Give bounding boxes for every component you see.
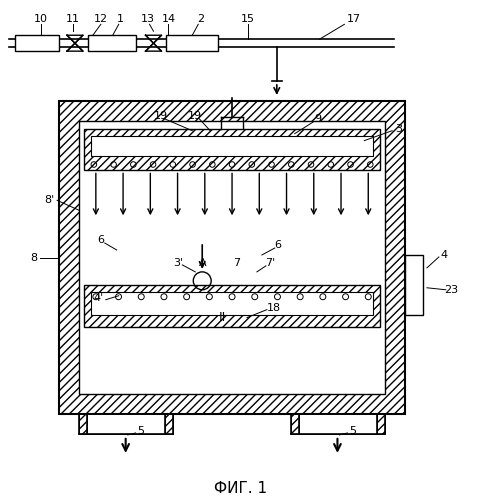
Text: 19: 19: [188, 111, 202, 121]
Text: 8: 8: [31, 253, 38, 263]
Bar: [299, 414, 377, 434]
Text: A: A: [199, 258, 206, 268]
Bar: [291, 414, 385, 434]
Text: 14: 14: [161, 14, 175, 24]
Bar: [79, 414, 174, 434]
Text: 19: 19: [153, 111, 168, 121]
Bar: [84, 285, 380, 327]
Text: 12: 12: [94, 14, 108, 24]
Text: 18: 18: [267, 302, 281, 312]
Text: 5: 5: [349, 426, 356, 436]
Text: 10: 10: [34, 14, 48, 24]
Text: 1: 1: [117, 14, 124, 24]
Bar: [79, 120, 385, 394]
Text: 2: 2: [197, 14, 204, 24]
Text: 17: 17: [347, 14, 362, 24]
Bar: [91, 292, 373, 314]
Bar: [79, 414, 87, 434]
Text: ФИГ. 1: ФИГ. 1: [214, 481, 268, 496]
Text: II: II: [218, 311, 226, 324]
Text: 15: 15: [241, 14, 255, 24]
Text: 23: 23: [444, 285, 458, 295]
Text: 3: 3: [396, 124, 402, 134]
Text: 8': 8': [44, 196, 54, 205]
Bar: [87, 414, 165, 434]
Bar: [377, 414, 385, 434]
Bar: [291, 414, 299, 434]
Bar: [88, 35, 135, 51]
Text: 4: 4: [440, 250, 447, 260]
Text: 6: 6: [97, 235, 104, 245]
Text: 11: 11: [66, 14, 80, 24]
Bar: [59, 101, 405, 414]
Bar: [166, 35, 218, 51]
Text: 5: 5: [137, 426, 144, 436]
Text: 6: 6: [274, 240, 281, 250]
Text: 4': 4': [94, 292, 104, 302]
Text: 7: 7: [233, 258, 241, 268]
Bar: [15, 35, 59, 51]
Bar: [165, 414, 174, 434]
Bar: [91, 136, 373, 156]
Bar: [405, 255, 423, 314]
Text: 7': 7': [265, 258, 275, 268]
Text: 13: 13: [141, 14, 155, 24]
Bar: [84, 128, 380, 170]
Text: 9: 9: [314, 114, 321, 124]
Text: 3': 3': [174, 258, 184, 268]
